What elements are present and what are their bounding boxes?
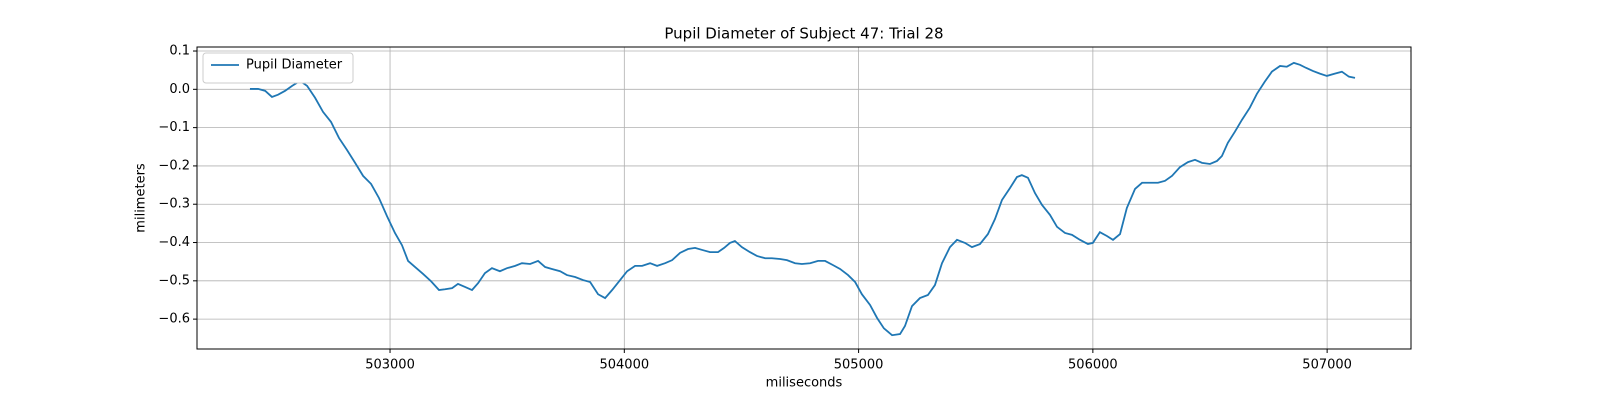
x-tick-label: 503000 — [365, 358, 415, 373]
y-tick-label: −0.6 — [158, 312, 190, 327]
axes-frame — [196, 46, 1412, 350]
y-tick-label: −0.3 — [158, 197, 190, 212]
y-tick-label: −0.5 — [158, 273, 190, 288]
y-tick-label: −0.2 — [158, 158, 190, 173]
legend-label: Pupil Diameter — [246, 58, 343, 73]
data-line — [249, 61, 1356, 337]
y-tick-label: 0.1 — [169, 44, 190, 59]
x-tick-label: 504000 — [599, 358, 649, 373]
chart-title: Pupil Diameter of Subject 47: Trial 28 — [664, 25, 943, 43]
y-axis-label: milimeters — [134, 163, 149, 233]
y-tick-label: −0.4 — [158, 235, 190, 250]
x-axis-label: miliseconds — [766, 376, 843, 391]
legend: Pupil Diameter — [202, 52, 354, 84]
y-tick-label: 0.0 — [169, 82, 190, 97]
x-tick-label: 506000 — [1068, 358, 1118, 373]
x-tick-label: 505000 — [834, 358, 884, 373]
y-tick-label: −0.1 — [158, 120, 190, 135]
x-tick-label: 507000 — [1302, 358, 1352, 373]
legend-box — [202, 52, 354, 84]
